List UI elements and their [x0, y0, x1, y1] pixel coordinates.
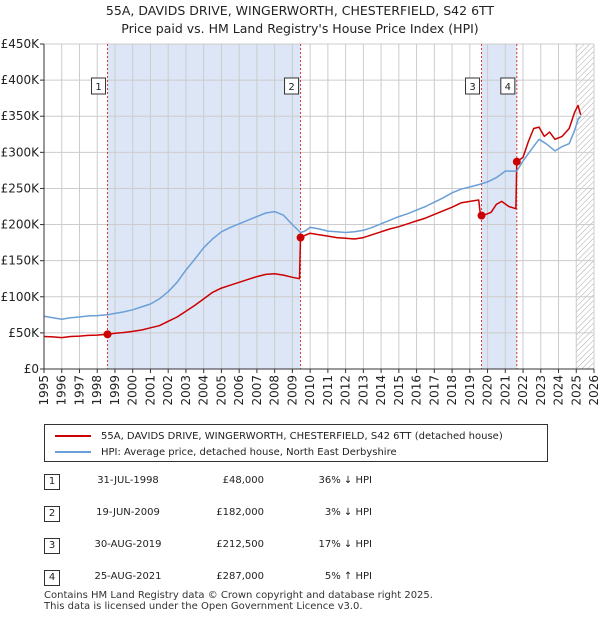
sale-price: £212,500 [216, 539, 264, 550]
legend-swatch-property [55, 435, 91, 437]
y-tick-label: £350K [1, 109, 41, 123]
legend-label-hpi: HPI: Average price, detached house, Nort… [101, 446, 397, 458]
sale-point [477, 211, 486, 220]
x-tick-label: 2012 [339, 375, 353, 406]
footer-line-1: Contains HM Land Registry data © Crown c… [44, 590, 433, 601]
sale-row: 4 25-AUG-2021 £287,000 5% ↑ HPI [44, 568, 404, 588]
x-tick-label: 2000 [126, 375, 140, 406]
y-tick-label: £50K [8, 326, 40, 340]
footer-attribution: Contains HM Land Registry data © Crown c… [44, 590, 433, 612]
sale-row: 1 31-JUL-1998 £48,000 36% ↓ HPI [44, 472, 404, 492]
sale-row: 3 30-AUG-2019 £212,500 17% ↓ HPI [44, 536, 404, 556]
x-tick-label: 1995 [37, 375, 51, 406]
sale-point [103, 330, 112, 339]
sale-number-badge: 3 [44, 538, 60, 554]
sale-hpi-diff: 36% ↓ HPI [318, 475, 372, 486]
sale-price: £287,000 [216, 571, 264, 582]
x-tick-label: 2010 [303, 375, 317, 406]
sale-date: 30-AUG-2019 [94, 539, 162, 550]
sale-date: 31-JUL-1998 [97, 475, 159, 486]
sale-hpi-diff: 5% ↑ HPI [324, 571, 372, 582]
y-tick-label: £100K [1, 290, 41, 304]
x-tick-label: 2009 [285, 375, 299, 406]
x-tick-label: 2013 [356, 375, 370, 406]
y-tick-label: £450K [1, 37, 41, 51]
sale-number-badge: 1 [44, 474, 60, 490]
sale-marker-box [465, 77, 481, 95]
price-chart: 1 2 3 4 £0 £50K £100K £150K £200K £250K £300K £350… [1, 37, 600, 406]
title-address: 55A, DAVIDS DRIVE, WINGERWORTH, CHESTERF… [105, 3, 495, 18]
legend-swatch-hpi [55, 451, 91, 453]
x-tick-label: 1997 [72, 375, 86, 406]
x-tick-label: 2001 [143, 375, 157, 406]
title-subtitle: Price paid vs. HM Land Registry's House … [121, 21, 479, 36]
sale-number-badge: 4 [44, 570, 60, 586]
x-tick-label: 2020 [481, 375, 495, 406]
sale-marker-box [284, 77, 300, 95]
sale-marker-label: 2 [288, 82, 294, 93]
x-tick-label: 2025 [569, 375, 583, 406]
y-tick-label: £250K [1, 181, 41, 195]
y-tick-label: £200K [1, 218, 41, 232]
sale-price: £48,000 [222, 475, 264, 486]
x-tick-label: 2015 [392, 375, 406, 406]
sale-point [512, 157, 521, 166]
forecast-hatch [576, 44, 594, 369]
legend-item-hpi: HPI: Average price, detached house, Nort… [55, 445, 397, 459]
legend-item-property: 55A, DAVIDS DRIVE, WINGERWORTH, CHESTERF… [55, 429, 503, 443]
x-tick-label: 1999 [108, 375, 122, 406]
sale-marker-label: 1 [95, 82, 101, 93]
sale-hpi-diff: 3% ↓ HPI [324, 507, 372, 518]
x-tick-label: 2018 [445, 375, 459, 406]
x-tick-label: 2026 [587, 375, 600, 406]
x-tick-label: 1998 [90, 375, 104, 406]
sale-marker-label: 3 [469, 82, 475, 93]
sale-date: 19-JUN-2009 [96, 507, 160, 518]
sale-marker-box [500, 77, 516, 95]
x-tick-label: 2004 [197, 375, 211, 406]
x-tick-label: 2002 [161, 375, 175, 406]
x-tick-label: 2023 [534, 375, 548, 406]
x-tick-label: 1996 [55, 375, 69, 406]
x-tick-label: 2017 [427, 375, 441, 406]
y-tick-label: £0 [24, 362, 39, 376]
x-tick-label: 2024 [552, 375, 566, 406]
x-tick-label: 2005 [214, 375, 228, 406]
x-tick-label: 2016 [410, 375, 424, 406]
x-tick-label: 2022 [516, 375, 530, 406]
hpi-line [43, 115, 582, 320]
y-tick-label: £400K [1, 73, 41, 87]
x-tick-label: 2014 [374, 375, 388, 406]
legend-label-property: 55A, DAVIDS DRIVE, WINGERWORTH, CHESTERF… [101, 430, 503, 442]
sale-price: £182,000 [216, 507, 264, 518]
x-tick-label: 2008 [268, 375, 282, 406]
chart-legend: 55A, DAVIDS DRIVE, WINGERWORTH, CHESTERF… [44, 424, 548, 462]
sale-marker-label: 4 [505, 82, 511, 93]
y-tick-label: £150K [1, 254, 41, 268]
x-tick-label: 2003 [179, 375, 193, 406]
footer-line-2: This data is licensed under the Open Gov… [44, 601, 363, 612]
sale-number-badge: 2 [44, 506, 60, 522]
sale-date: 25-AUG-2021 [94, 571, 162, 582]
sale-point [296, 233, 305, 242]
sale-marker-box [91, 77, 107, 95]
x-tick-label: 2019 [463, 375, 477, 406]
sale-hpi-diff: 17% ↓ HPI [318, 539, 372, 550]
y-tick-label: £300K [1, 145, 41, 159]
x-tick-label: 2007 [250, 375, 264, 406]
sale-row: 2 19-JUN-2009 £182,000 3% ↓ HPI [44, 504, 404, 524]
x-tick-label: 2021 [498, 375, 512, 406]
x-tick-label: 2006 [232, 375, 246, 406]
x-tick-label: 2011 [321, 375, 335, 406]
chart-title: 55A, DAVIDS DRIVE, WINGERWORTH, CHESTERF… [0, 2, 600, 38]
